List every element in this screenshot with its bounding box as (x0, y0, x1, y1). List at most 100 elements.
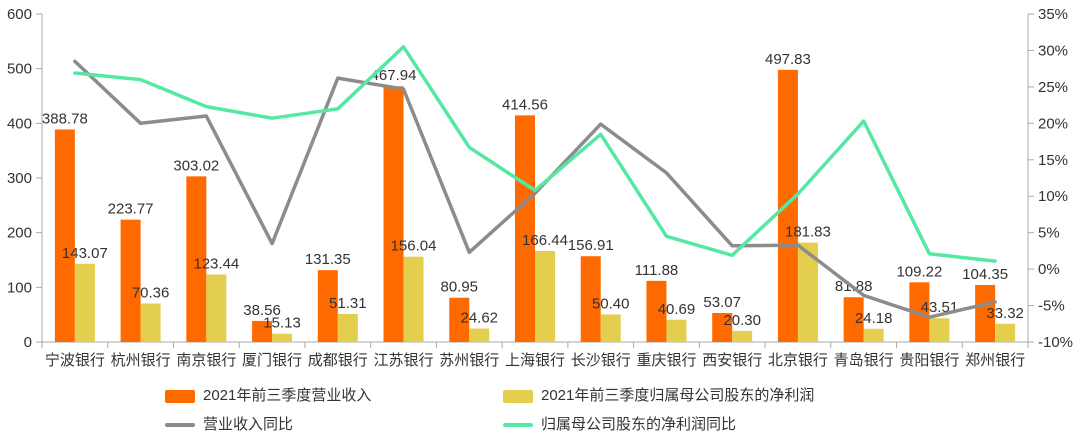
left-axis-tick-label: 500 (7, 61, 32, 78)
bar-profit (140, 303, 161, 342)
bar-revenue (317, 270, 338, 342)
bar-value-label: 53.07 (703, 294, 741, 311)
profit-yoy-line-swatch (503, 423, 533, 427)
category-label: 北京银行 (768, 352, 828, 369)
bar-value-label: 51.31 (329, 295, 367, 312)
category-label: 重庆银行 (636, 352, 696, 369)
category-label: 南京银行 (176, 352, 236, 369)
revenue-yoy-line (73, 59, 997, 319)
category-label: 郑州银行 (965, 352, 1025, 369)
left-axis-tick-label: 200 (7, 225, 32, 242)
legend-item-revenue-yoy-line[interactable]: 营业收入同比 (165, 415, 503, 435)
bar-revenue (646, 280, 667, 342)
left-axis-tick-label: 0 (24, 334, 32, 351)
bar-value-label: 467.94 (371, 67, 417, 84)
bar-value-label: 166.44 (522, 232, 568, 249)
bar-value-label: 156.04 (391, 238, 437, 255)
profit-bar-swatch (503, 389, 533, 403)
bar-value-label: 104.35 (962, 266, 1008, 283)
legend-item-revenue-bar[interactable]: 2021年前三季度营业收入 (165, 386, 503, 406)
right-axis-tick-label: 10% (1038, 188, 1068, 205)
bar-profit (863, 328, 884, 342)
bar-value-label: 111.88 (635, 262, 679, 279)
right-axis-tick-label: 30% (1038, 42, 1068, 59)
bar-profit (797, 242, 818, 342)
bar-profit (929, 318, 950, 342)
bar-value-label: 50.40 (592, 295, 630, 312)
right-axis-tick-label: 20% (1038, 115, 1068, 132)
bar-value-label: 388.78 (42, 110, 88, 127)
right-axis-tick-label: 35% (1038, 6, 1068, 23)
right-axis-tick-label: 25% (1038, 79, 1068, 96)
revenue-bar-swatch (165, 389, 195, 403)
right-axis-tick-label: -10% (1038, 334, 1073, 351)
bar-revenue (515, 115, 535, 342)
bar-value-label: 40.69 (658, 301, 696, 318)
bar-revenue (975, 284, 996, 342)
bar-profit (272, 333, 293, 342)
category-label: 青岛银行 (834, 352, 894, 369)
bar-revenue (120, 219, 141, 342)
legend-item-profit-yoy-line[interactable]: 归属母公司股东的净利润同比 (503, 415, 814, 435)
category-label: 贵阳银行 (899, 352, 959, 369)
bar-profit (666, 319, 687, 342)
bar-revenue (449, 297, 470, 342)
bar-value-label: 80.95 (440, 279, 478, 296)
bar-profit (995, 323, 1016, 342)
left-axis-tick-label: 400 (7, 115, 32, 132)
bar-revenue (712, 312, 733, 342)
bar-profit (74, 263, 95, 342)
category-label: 宁波银行 (45, 352, 105, 369)
bar-revenue (54, 129, 75, 342)
bar-profit (535, 251, 555, 342)
left-axis-tick-label: 100 (7, 279, 32, 296)
legend-label-revenue-yoy: 营业收入同比 (203, 416, 294, 433)
bar-profit (337, 313, 358, 342)
bar-value-label: 24.18 (855, 310, 893, 327)
bar-value-label: 20.30 (723, 312, 761, 329)
bar-value-label: 303.02 (173, 157, 219, 174)
bar-value-label: 24.62 (460, 310, 498, 327)
bar-profit (403, 256, 424, 342)
bar-value-label: 497.83 (765, 51, 811, 68)
legend-label-revenue-bar: 2021年前三季度营业收入 (203, 387, 372, 404)
bar-value-label: 143.07 (62, 245, 108, 262)
right-axis-tick-label: 5% (1038, 225, 1060, 242)
category-label: 西安银行 (702, 352, 762, 369)
bar-revenue (777, 69, 798, 342)
category-label: 成都银行 (308, 352, 368, 369)
category-label: 上海银行 (505, 352, 565, 369)
left-axis-tick-label: 600 (7, 6, 32, 23)
bar-revenue (186, 176, 207, 342)
bar-value-label: 223.77 (108, 201, 154, 218)
right-axis-tick-label: 15% (1038, 152, 1068, 169)
bar-revenue (580, 256, 601, 342)
legend-label-profit-yoy: 归属母公司股东的净利润同比 (541, 416, 737, 433)
legend-label-profit-bar: 2021年前三季度归属母公司股东的净利润 (541, 387, 815, 404)
category-label: 江苏银行 (374, 352, 434, 369)
bar-revenue (383, 86, 404, 342)
bar-profit (732, 330, 753, 342)
left-axis-tick-label: 300 (7, 170, 32, 187)
bar-revenue (252, 320, 273, 342)
bar-value-label: 156.91 (568, 237, 614, 254)
bar-value-label: 109.22 (896, 263, 942, 280)
bar-value-label: 181.83 (785, 224, 831, 241)
bar-revenue (843, 297, 864, 342)
chart-legend: 2021年前三季度营业收入 2021年前三季度归属母公司股东的净利润 营业收入同… (165, 386, 814, 435)
legend-item-profit-bar[interactable]: 2021年前三季度归属母公司股东的净利润 (503, 386, 814, 406)
revenue-yoy-line-swatch (165, 423, 195, 427)
right-axis-tick-label: -5% (1038, 298, 1065, 315)
bar-value-label: 33.32 (986, 305, 1024, 322)
bar-value-label: 70.36 (132, 285, 170, 302)
bar-profit (469, 328, 490, 342)
bar-value-label: 131.35 (305, 251, 351, 268)
bar-value-label: 123.44 (193, 256, 239, 273)
bar-profit (206, 274, 227, 342)
bar-value-label: 414.56 (502, 96, 548, 113)
right-axis-tick-label: 0% (1038, 261, 1060, 278)
category-label: 厦门银行 (242, 352, 302, 369)
category-label: 长沙银行 (571, 352, 631, 369)
bar-value-label: 38.56 (243, 302, 281, 319)
